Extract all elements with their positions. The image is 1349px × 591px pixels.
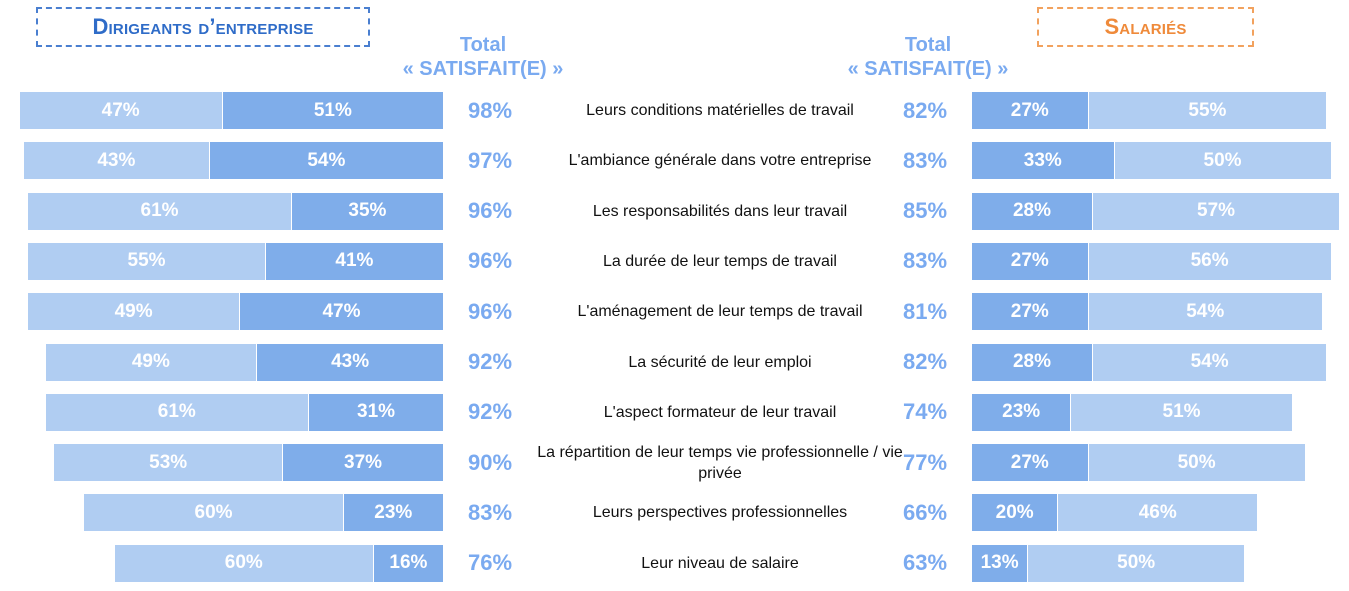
total-right-value: 83% [903, 248, 948, 274]
bar-right-dark: 13% [972, 544, 1028, 582]
category-label: Les responsabilités dans leur travail [592, 202, 848, 220]
total-right-value: 66% [903, 499, 948, 525]
bar-right-dark: 28% [972, 192, 1092, 230]
right-group-title: Salariés [1037, 7, 1254, 47]
bar-left-light: 61% [28, 192, 291, 230]
total-right-value: 77% [903, 449, 948, 475]
category-label: Leur niveau de salaire [641, 554, 799, 572]
chart-row: 47% 49% 96% L'aménagement de leur temps de … [0, 293, 1349, 331]
bar-right-light: 54% [1092, 343, 1327, 381]
total-left-value: 92% [468, 399, 513, 425]
bar-left-dark: 16% [373, 544, 443, 582]
bar-left-light: 47% [19, 92, 222, 129]
total-left-value: 96% [468, 248, 513, 274]
bar-left-light: 53% [54, 444, 283, 482]
total-left-value: 96% [468, 198, 513, 224]
bar-right-light: 55% [1088, 92, 1327, 129]
bar-left-dark: 51% [222, 92, 443, 129]
category-label: La sécurité de leur emploi [628, 353, 812, 371]
bar-right-light: 50% [1028, 544, 1245, 582]
bar-left-light: 49% [28, 293, 239, 331]
bar-left-dark: 23% [343, 494, 443, 532]
bar-right-light: 50% [1088, 444, 1305, 482]
bar-right-light: 57% [1092, 192, 1340, 230]
bar-right-dark: 27% [972, 242, 1088, 280]
chart-row: 54% 43% 97% L'ambiance générale dans votre … [0, 142, 1349, 180]
chart-row: 31% 61% 92% L'aspect formateur de leur trav… [0, 393, 1349, 432]
bar-left-light: 61% [45, 393, 309, 431]
right-total-header-text: Total « SATISFAIT(E) » [847, 34, 1009, 80]
category-label: La durée de leur temps de travail [603, 252, 837, 270]
left-group-title: Dirigeants d’entreprise [36, 7, 370, 47]
bar-left-dark: 37% [283, 444, 443, 482]
left-total-header: Total « SATISFAIT(E) » [383, 33, 583, 81]
total-right-value: 85% [903, 198, 948, 224]
category-label: Leurs perspectives professionnelles [592, 504, 848, 522]
right-total-header: Total « SATISFAIT(E) » [818, 33, 1038, 81]
bar-left-light: 60% [84, 494, 343, 532]
bar-right-dark: 20% [972, 494, 1058, 532]
bar-left-dark: 54% [209, 142, 443, 180]
category-label: L'aménagement de leur temps de travail [577, 303, 863, 321]
category-label: L'aspect formateur de leur travail [603, 403, 837, 421]
bar-left-light: 43% [23, 142, 209, 180]
total-left-value: 90% [468, 449, 513, 475]
total-left-value: 76% [468, 550, 513, 576]
bar-left-light: 55% [28, 242, 265, 280]
bar-right-light: 50% [1114, 142, 1331, 180]
total-right-value: 63% [903, 550, 948, 576]
bar-right-dark: 27% [972, 92, 1088, 129]
bar-left-dark: 31% [309, 393, 443, 431]
chart-row: 35% 61% 96% Les responsabilités dans leur t… [0, 192, 1349, 231]
bar-right-dark: 23% [972, 393, 1071, 431]
bar-right-dark: 33% [972, 142, 1114, 180]
bar-left-dark: 43% [257, 343, 443, 381]
chart-row: 37% 53% 90% La répartition de leur temps vi… [0, 444, 1349, 482]
total-left-value: 97% [468, 147, 513, 173]
bar-right-light: 51% [1071, 393, 1292, 431]
bar-left-light: 60% [114, 544, 373, 582]
chart-row: 23% 60% 83% Leurs perspectives professionne… [0, 494, 1349, 532]
total-left-value: 83% [468, 499, 513, 525]
category-label: L'ambiance générale dans votre entrepris… [568, 152, 872, 170]
total-left-value: 92% [468, 349, 513, 374]
bar-right-light: 56% [1088, 242, 1331, 280]
bar-left-dark: 41% [265, 242, 443, 280]
bar-left-dark: 35% [291, 192, 443, 230]
total-right-value: 83% [903, 147, 948, 173]
chart-row: 41% 55% 96% La durée de leur temps de trava… [0, 242, 1349, 281]
chart-row: 43% 49% 92% La sécurité de leur emploi 82% 28… [0, 343, 1349, 382]
bar-left-light: 49% [45, 343, 257, 381]
bar-right-dark: 27% [972, 293, 1088, 331]
total-left-value: 98% [468, 97, 513, 123]
left-total-header-text: Total « SATISFAIT(E) » [402, 34, 564, 80]
bar-right-light: 54% [1088, 293, 1322, 331]
bar-right-dark: 28% [972, 343, 1092, 381]
total-left-value: 96% [468, 298, 513, 324]
total-right-value: 82% [903, 349, 948, 374]
category-label: La répartition de leur temps vie profess… [537, 443, 903, 482]
total-right-value: 81% [903, 298, 948, 324]
bar-right-light: 46% [1058, 494, 1258, 532]
category-label: Leurs conditions matérielles de travail [586, 102, 854, 119]
bar-left-dark: 47% [239, 293, 443, 331]
total-right-value: 82% [903, 97, 948, 123]
chart-row: 51% 47% 98% Leurs conditions matérielles de… [0, 92, 1349, 130]
bar-right-dark: 27% [972, 444, 1088, 482]
total-right-value: 74% [903, 399, 948, 425]
chart-row: 16% 60% 76% Leur niveau de salaire 63% 13% 50% [0, 544, 1349, 583]
